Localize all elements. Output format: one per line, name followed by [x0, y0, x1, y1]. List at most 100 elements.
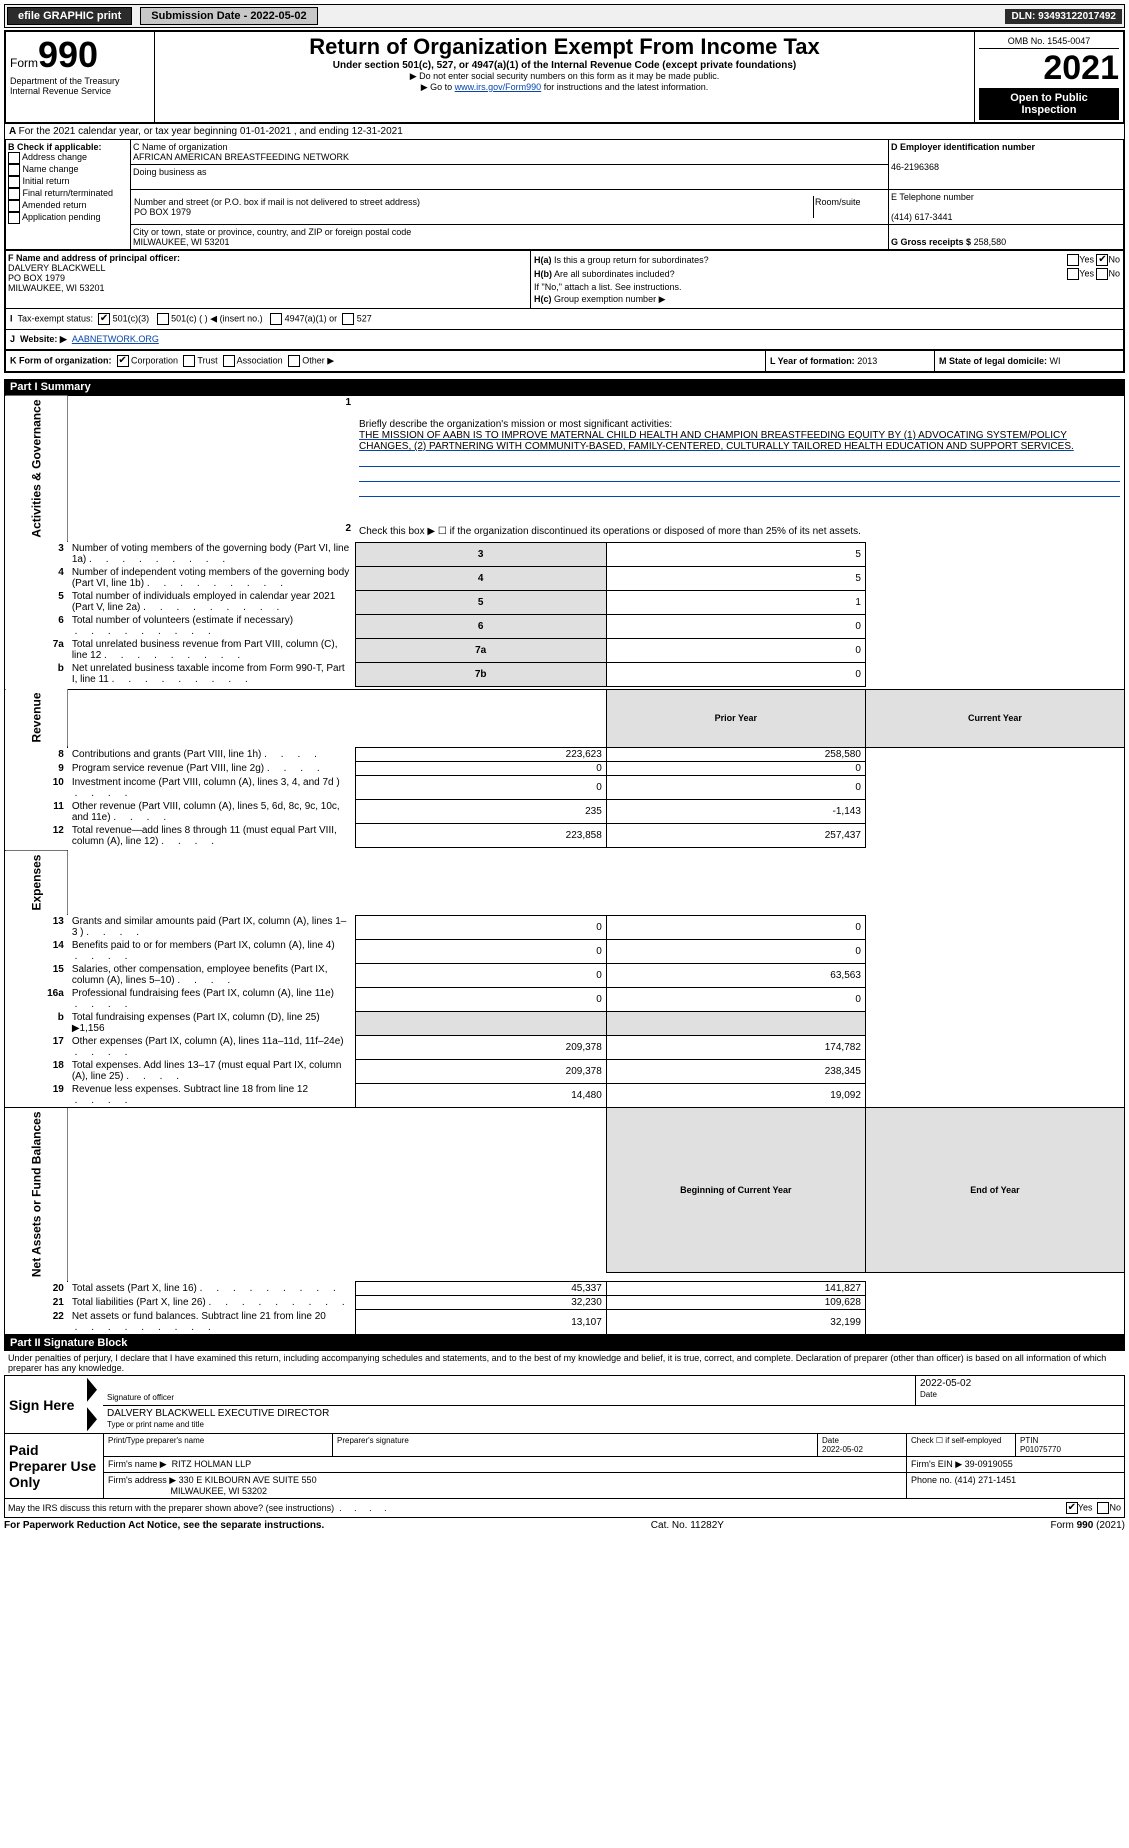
k-l-m-block: K Form of organization: Corporation Trus… — [4, 349, 1125, 373]
gov-box-label: 4 — [355, 566, 606, 590]
website-link[interactable]: AABNETWORK.ORG — [72, 334, 159, 344]
firm-name-label: Firm's name ▶ — [108, 1459, 167, 1469]
open-public-badge: Open to Public Inspection — [979, 88, 1119, 120]
room-label: Room/suite — [814, 196, 887, 218]
box-b-check[interactable] — [8, 164, 20, 176]
gov-value: 5 — [606, 566, 865, 590]
prep-date-label: Date — [822, 1436, 839, 1445]
sign-here-label: Sign Here — [5, 1375, 84, 1434]
period-line: A For the 2021 calendar year, or tax yea… — [4, 124, 1125, 140]
officer-typed-name: DALVERY BLACKWELL EXECUTIVE DIRECTOR — [107, 1408, 329, 1419]
opt-other: Other ▶ — [302, 355, 334, 365]
prior-year-header: Prior Year — [606, 689, 865, 748]
sig-arrow-icon — [87, 1378, 97, 1402]
box-b-check[interactable] — [8, 212, 20, 224]
box-b-check[interactable] — [8, 200, 20, 212]
na-end: 141,827 — [606, 1282, 865, 1296]
line1-label: Briefly describe the organization's miss… — [359, 419, 672, 430]
trust-check[interactable] — [183, 355, 195, 367]
corp-check[interactable] — [117, 355, 129, 367]
year-formation: 2013 — [857, 356, 877, 366]
box-i-label: Tax-exempt status: — [18, 313, 94, 323]
501c3-check[interactable] — [98, 313, 110, 325]
na-end: 109,628 — [606, 1296, 865, 1310]
mission-text: THE MISSION OF AABN IS TO IMPROVE MATERN… — [359, 430, 1074, 452]
prep-name-label: Print/Type preparer's name — [104, 1434, 333, 1457]
prep-sig-label: Preparer's signature — [333, 1434, 818, 1457]
irs-link[interactable]: www.irs.gov/Form990 — [455, 82, 542, 92]
exp-current: 238,345 — [606, 1059, 865, 1083]
box-j-label: Website: ▶ — [20, 334, 67, 344]
box-b-items: Address change Name change Initial retur… — [8, 152, 113, 222]
discuss-no[interactable] — [1097, 1502, 1109, 1514]
dept-treasury: Department of the Treasury — [10, 76, 150, 86]
na-begin: 13,107 — [355, 1310, 606, 1335]
paid-preparer-label: Paid Preparer Use Only — [5, 1434, 104, 1499]
discuss-block: May the IRS discuss this return with the… — [4, 1499, 1125, 1518]
na-line-text: Net assets or fund balances. Subtract li… — [72, 1311, 326, 1322]
period-text: For the 2021 calendar year, or tax year … — [19, 126, 403, 137]
hb-no[interactable] — [1096, 268, 1108, 280]
ha-no[interactable] — [1096, 254, 1108, 266]
discuss-text: May the IRS discuss this return with the… — [8, 1503, 334, 1513]
4947-check[interactable] — [270, 313, 282, 325]
ptin-label: PTIN — [1020, 1436, 1038, 1445]
box-l-label: L Year of formation: — [770, 356, 855, 366]
gov-box-label: 7b — [355, 662, 606, 686]
form-header-table: Form990 Department of the Treasury Inter… — [4, 30, 1125, 124]
firm-addr-label: Firm's address ▶ — [108, 1475, 176, 1485]
ssn-note: ▶ Do not enter social security numbers o… — [159, 71, 970, 82]
box-b-check[interactable] — [8, 152, 20, 164]
paid-preparer-block: Paid Preparer Use Only Print/Type prepar… — [4, 1434, 1125, 1499]
hb-yes[interactable] — [1067, 268, 1079, 280]
exp-current: 0 — [606, 987, 865, 1011]
vert-expenses: Expenses — [5, 851, 68, 916]
current-year-header: Current Year — [865, 689, 1124, 748]
form-word: Form — [10, 56, 38, 70]
prep-date: 2022-05-02 — [822, 1445, 863, 1454]
hb-label: Are all subordinates included? — [554, 269, 675, 279]
527-check[interactable] — [342, 313, 354, 325]
street-label: Number and street (or P.O. box if mail i… — [134, 197, 420, 207]
rev-line-text: Contributions and grants (Part VIII, lin… — [72, 749, 262, 760]
opt-501c3: 501(c)(3) — [113, 313, 150, 323]
i-j-block: I Tax-exempt status: 501(c)(3) 501(c) ( … — [4, 309, 1125, 349]
box-b-check[interactable] — [8, 176, 20, 188]
firm-name: RITZ HOLMAN LLP — [172, 1459, 252, 1469]
goto-post: for instructions and the latest informat… — [541, 82, 708, 92]
rev-current: 258,580 — [606, 748, 865, 762]
exp-line-text: Professional fundraising fees (Part IX, … — [72, 988, 334, 999]
rev-current: -1,143 — [606, 800, 865, 824]
na-end: 32,199 — [606, 1310, 865, 1335]
box-k-label: K Form of organization: — [10, 355, 112, 365]
rev-current: 0 — [606, 776, 865, 800]
na-line-text: Total assets (Part X, line 16) — [72, 1283, 197, 1294]
501c-check[interactable] — [157, 313, 169, 325]
box-d-label: D Employer identification number — [891, 142, 1035, 152]
discuss-yes[interactable] — [1066, 1502, 1078, 1514]
exp-prior: 0 — [355, 987, 606, 1011]
gov-box-label: 3 — [355, 542, 606, 566]
ein-value: 46-2196368 — [891, 162, 939, 172]
officer-name-label: Type or print name and title — [107, 1420, 204, 1429]
box-b-check[interactable] — [8, 188, 20, 200]
gov-value: 5 — [606, 542, 865, 566]
declaration-text: Under penalties of perjury, I declare th… — [4, 1351, 1125, 1375]
assoc-check[interactable] — [223, 355, 235, 367]
form-number: Form990 — [10, 34, 150, 76]
rev-line-text: Investment income (Part VIII, column (A)… — [72, 777, 340, 788]
exp-current: 19,092 — [606, 1083, 865, 1108]
firm-ein-label: Firm's EIN ▶ — [911, 1459, 962, 1469]
check-if-self: Check ☐ if self-employed — [907, 1434, 1016, 1457]
rev-current: 257,437 — [606, 824, 865, 848]
exp-prior: 209,378 — [355, 1059, 606, 1083]
end-year-header: End of Year — [865, 1108, 1124, 1273]
tax-year: 2021 — [979, 49, 1119, 88]
submission-date-button[interactable]: Submission Date - 2022-05-02 — [140, 7, 317, 25]
omb-number: OMB No. 1545-0047 — [979, 34, 1119, 49]
other-check[interactable] — [288, 355, 300, 367]
exp-line-text: Revenue less expenses. Subtract line 18 … — [72, 1084, 308, 1095]
ha-yes[interactable] — [1067, 254, 1079, 266]
footer-mid: Cat. No. 11282Y — [651, 1520, 724, 1531]
irs-label: Internal Revenue Service — [10, 86, 150, 96]
